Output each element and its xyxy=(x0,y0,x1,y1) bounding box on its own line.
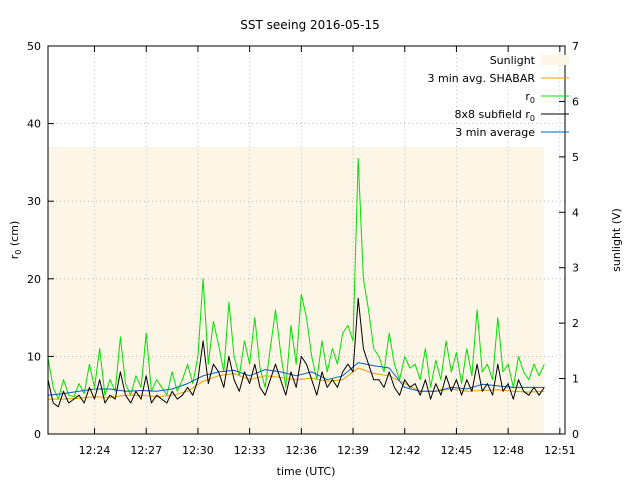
legend-swatch-sunlight xyxy=(541,55,569,65)
axis-ticks xyxy=(48,45,565,435)
x-tick-label: 12:39 xyxy=(337,444,369,457)
series-line-sub8 xyxy=(47,297,545,408)
legend-text: 8x8 subfield r xyxy=(454,108,530,121)
legend-text: 3 min avg. SHABAR xyxy=(428,72,536,85)
y-axis-label: r0 (cm) xyxy=(8,221,23,259)
y2-tick-label: 6 xyxy=(572,95,579,108)
plot-frame xyxy=(47,45,566,435)
y2-tick-label: 3 xyxy=(572,262,579,275)
x-tick-label: 12:42 xyxy=(389,444,421,457)
legend-subscript: 0 xyxy=(530,96,535,105)
y-axis-label-main: r xyxy=(8,254,21,259)
y-tick-label: 20 xyxy=(27,273,41,286)
y-axis-label-unit: (cm) xyxy=(8,221,21,250)
x-tick-label: 12:24 xyxy=(79,444,111,457)
legend-text: Sunlight xyxy=(490,54,536,67)
y-tick-label: 0 xyxy=(34,428,41,441)
x-tick-labels: 12:24 12:27 12:30 12:33 12:36 12:39 12:42 12:45… xyxy=(79,444,576,457)
x-tick-label: 12:48 xyxy=(492,444,524,457)
legend-text: r xyxy=(525,90,530,103)
legend-label-sub8: 8x8 subfield r0 xyxy=(454,108,535,123)
y2-tick-label: 7 xyxy=(572,40,579,53)
legend-label-sunlight: Sunlight xyxy=(490,54,536,67)
legend-label-avg: 3 min average xyxy=(455,126,535,139)
y2-tick-label: 0 xyxy=(572,428,579,441)
y2-axis-label: sunlight (V) xyxy=(610,208,623,272)
y-tick-labels: 0 10 20 30 40 50 xyxy=(27,40,41,441)
x-tick-label: 12:45 xyxy=(441,444,473,457)
x-tick-label: 12:30 xyxy=(182,444,214,457)
legend-label-shabar: 3 min avg. SHABAR xyxy=(428,72,536,85)
series-line-shabar xyxy=(48,367,545,400)
y2-tick-label: 2 xyxy=(572,317,579,330)
legend-text: 3 min average xyxy=(455,126,535,139)
y2-tick-label: 5 xyxy=(572,151,579,164)
chart-title: SST seeing 2016-05-15 xyxy=(240,18,380,32)
legend-label-r0: r0 xyxy=(525,90,535,105)
y-tick-label: 10 xyxy=(27,350,41,363)
x-tick-label: 12:36 xyxy=(285,444,317,457)
x-tick-label: 12:27 xyxy=(130,444,162,457)
series-line-avg xyxy=(47,362,545,396)
y-tick-label: 40 xyxy=(27,118,41,131)
y2-tick-label: 1 xyxy=(572,373,579,386)
x-tick-label: 12:51 xyxy=(544,444,576,457)
x-tick-label: 12:33 xyxy=(234,444,266,457)
grid-lines xyxy=(48,46,565,434)
legend-subscript: 0 xyxy=(530,114,535,123)
y2-tick-label: 4 xyxy=(572,206,579,219)
y-tick-label: 30 xyxy=(27,195,41,208)
x-axis-label: time (UTC) xyxy=(277,465,336,478)
y2-tick-labels: 0 1 2 3 4 5 6 7 xyxy=(572,40,579,441)
y-axis-label-sub: 0 xyxy=(14,250,23,255)
y-tick-label: 50 xyxy=(27,40,41,53)
series-lines xyxy=(47,158,545,408)
